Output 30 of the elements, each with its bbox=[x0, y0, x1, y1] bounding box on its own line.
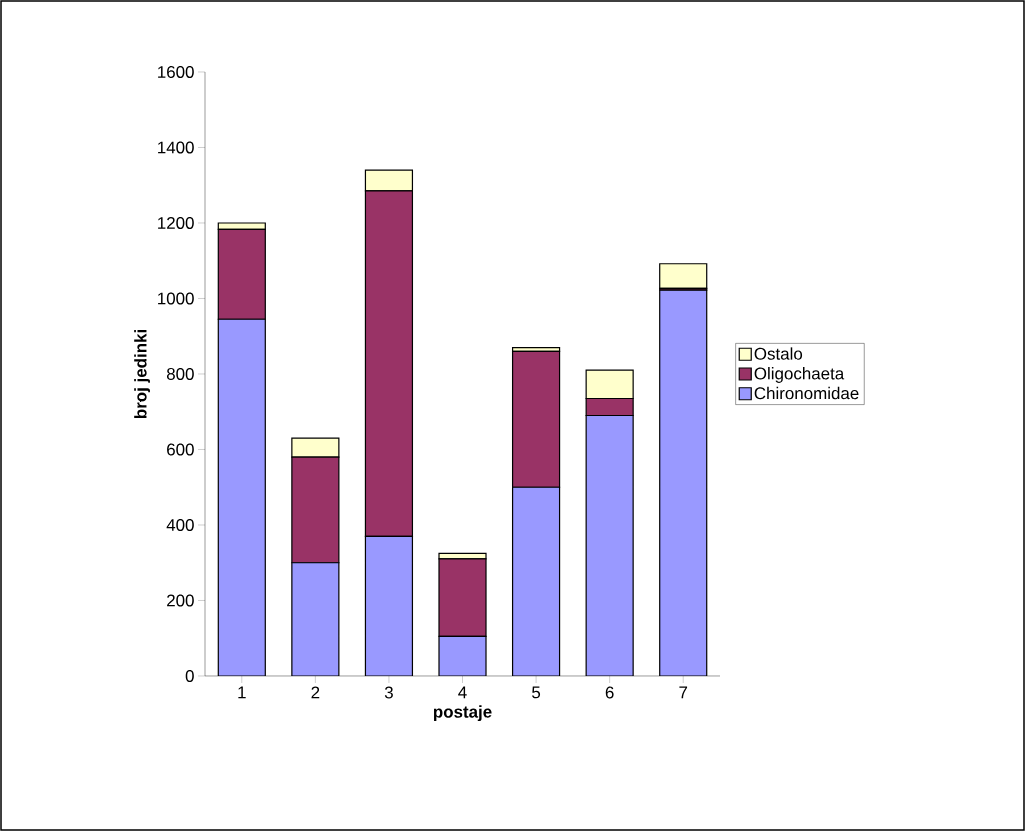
y-tick-label: 600 bbox=[167, 443, 194, 456]
bar bbox=[585, 414, 634, 676]
y-tick-label: 1600 bbox=[158, 65, 194, 78]
y-tick-label: 800 bbox=[166, 367, 194, 380]
y-axis-title: broj jedinki bbox=[134, 330, 150, 419]
bar bbox=[364, 535, 414, 676]
x-axis-title: postaje bbox=[433, 705, 492, 722]
y-tick-label: 1000 bbox=[158, 292, 194, 305]
x-tick-label: 6 bbox=[605, 686, 614, 699]
bar bbox=[438, 635, 487, 676]
bar bbox=[511, 350, 561, 488]
bar bbox=[659, 263, 708, 289]
legend-label: Chironomidae bbox=[754, 386, 859, 400]
y-tick-label: 400 bbox=[166, 518, 194, 531]
y-tick-label: 1400 bbox=[158, 141, 194, 154]
y-tick-label: 200 bbox=[167, 594, 194, 607]
x-tick-label: 3 bbox=[384, 686, 393, 699]
y-tick-label: 1200 bbox=[158, 216, 194, 229]
legend-label: Ostalo bbox=[754, 347, 803, 360]
legend-label: Oligochaeta bbox=[754, 367, 845, 383]
x-tick-label: 1 bbox=[238, 686, 246, 699]
bar bbox=[217, 318, 266, 676]
x-tick-label: 4 bbox=[458, 686, 467, 699]
y-tick-label: 0 bbox=[185, 669, 194, 682]
x-tick-label: 2 bbox=[311, 686, 320, 699]
bar bbox=[291, 562, 340, 676]
bar bbox=[511, 486, 561, 676]
bar bbox=[659, 289, 708, 676]
x-tick-label: 7 bbox=[679, 686, 688, 699]
x-tick-label: 5 bbox=[532, 686, 541, 699]
